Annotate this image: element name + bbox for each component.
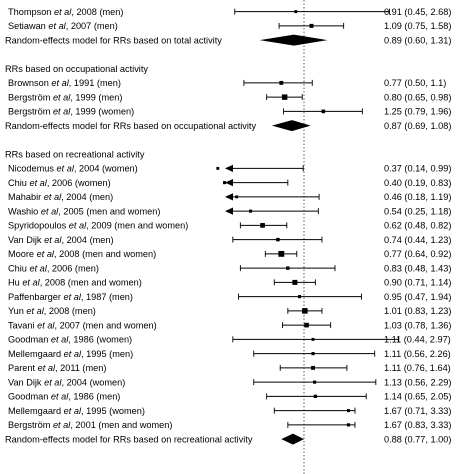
ci-label: 0.77 (0.64, 0.92) [384, 249, 451, 259]
point-estimate [249, 209, 253, 213]
study-label: Goodman et al, 1986 (men) [8, 392, 120, 402]
study-label: Bergström et al, 1999 (men) [8, 92, 122, 102]
pooled-label: Random-effects model for RRs based on to… [5, 35, 222, 45]
study-label: Tavani et al, 2007 (men and women) [8, 320, 157, 330]
study-label: Hu et al, 2008 (men and women) [8, 278, 142, 288]
ci-label: 1.13 (0.56, 2.29) [384, 377, 451, 387]
ci-label: 0.88 (0.77, 1.00) [384, 434, 451, 444]
ci-label: 0.95 (0.47, 1.94) [384, 292, 451, 302]
ci-label: 1.25 (0.79, 1.96) [384, 107, 451, 117]
point-estimate [276, 237, 280, 242]
point-estimate [297, 295, 302, 299]
point-estimate [304, 322, 309, 328]
study-label: Nicodemus et al, 2004 (women) [8, 164, 138, 174]
ci-label: 1.67 (0.71, 3.33) [384, 406, 451, 416]
ci-arrow-left [225, 207, 233, 215]
point-estimate [346, 409, 350, 413]
point-estimate [311, 337, 315, 341]
study-label: Yun et al, 2008 (men) [8, 306, 96, 316]
point-estimate [281, 94, 288, 100]
study-label: Spyridopoulos et al, 2009 (men and women… [8, 221, 188, 231]
study-label: Van Dijk et al, 2004 (men) [8, 235, 114, 245]
ci-label: 0.46 (0.18, 1.19) [384, 192, 451, 202]
study-label: Setiawan et al, 2007 (men) [8, 21, 118, 31]
study-label: Bergström et al, 2001 (men and women) [8, 420, 172, 430]
study-label: Chiu et al, 2006 (women) [8, 178, 111, 188]
ci-label: 0.90 (0.71, 1.14) [384, 278, 451, 288]
study-label: Bergström et al, 1999 (women) [8, 107, 134, 117]
ci-label: 0.77 (0.50, 1.1) [384, 78, 446, 88]
point-estimate [309, 23, 314, 28]
point-estimate [216, 166, 220, 170]
point-estimate [313, 394, 318, 399]
ci-label: 0.37 (0.14, 0.99) [384, 164, 451, 174]
study-label: Parent et al, 2011 (men) [8, 363, 106, 373]
point-estimate [223, 181, 227, 185]
section-heading: RRs based on occupational activity [5, 64, 148, 74]
section-heading: RRs based on recreational activity [5, 149, 145, 159]
point-estimate [313, 380, 317, 384]
ci-label: 1.01 (0.83, 1.23) [384, 306, 451, 316]
point-estimate [302, 308, 308, 314]
study-label: Mahabir et al, 2004 (men) [8, 192, 113, 202]
ci-arrow-left [225, 164, 233, 172]
study-label: Paffenbarger et al, 1987 (men) [8, 292, 133, 302]
pooled-label: Random-effects model for RRs based on re… [5, 434, 253, 444]
ci-arrow-left [225, 179, 233, 187]
rows-layer: Thompson et al, 2008 (men) 0.91 (0.45, 2.… [5, 7, 451, 445]
ci-label: 0.87 (0.69, 1.08) [384, 121, 451, 131]
study-label: Thompson et al, 2008 (men) [8, 7, 123, 17]
study-label: Washio et al, 2005 (men and women) [8, 206, 160, 216]
point-estimate [279, 80, 284, 85]
ci-label: 0.91 (0.45, 2.68) [384, 7, 451, 17]
ci-label: 0.80 (0.65, 0.98) [384, 92, 451, 102]
study-label: Brownson et al, 1991 (men) [8, 78, 121, 88]
pooled-diamond [259, 34, 328, 46]
point-estimate [235, 195, 239, 199]
study-label: Moore et al, 2008 (men and women) [8, 249, 156, 259]
ci-label: 1.67 (0.83, 3.33) [384, 420, 451, 430]
ci-label: 0.83 (0.48, 1.43) [384, 263, 451, 273]
ci-arrow-left [225, 193, 233, 201]
ci-label: 0.74 (0.44, 1.23) [384, 235, 451, 245]
ci-label: 1.03 (0.78, 1.36) [384, 320, 451, 330]
ci-label: 0.40 (0.19, 0.83) [384, 178, 451, 188]
study-label: Mellemgaard et al, 1995 (women) [8, 406, 145, 416]
ci-label: 1.14 (0.65, 2.05) [384, 392, 451, 402]
point-estimate [321, 109, 326, 114]
study-label: Chiu et al, 2006 (men) [8, 263, 99, 273]
ci-label: 0.89 (0.60, 1.31) [384, 35, 451, 45]
pooled-diamond [271, 120, 311, 132]
ci-label: 1.09 (0.75, 1.58) [384, 21, 451, 31]
study-label: Mellemgaard et al, 1995 (men) [8, 349, 133, 359]
point-estimate [286, 266, 290, 270]
ci-label: 1.11 (0.44, 2.97) [384, 335, 451, 345]
ci-label: 1.11 (0.56, 2.26) [384, 349, 451, 359]
study-label: Goodman et al, 1986 (women) [8, 335, 132, 345]
ci-label: 0.54 (0.25, 1.18) [384, 206, 451, 216]
ci-label: 0.62 (0.48, 0.82) [384, 221, 451, 231]
pooled-diamond [281, 433, 304, 445]
point-estimate [346, 423, 351, 427]
point-estimate [260, 223, 265, 228]
study-label: Van Dijk et al, 2004 (women) [8, 377, 125, 387]
ci-label: 1.11 (0.76, 1.64) [384, 363, 451, 373]
point-estimate [278, 250, 285, 257]
pooled-label: Random-effects model for RRs based on oc… [5, 121, 256, 131]
point-estimate [292, 279, 298, 285]
point-estimate [311, 352, 315, 356]
point-estimate [294, 10, 298, 14]
point-estimate [311, 365, 316, 370]
